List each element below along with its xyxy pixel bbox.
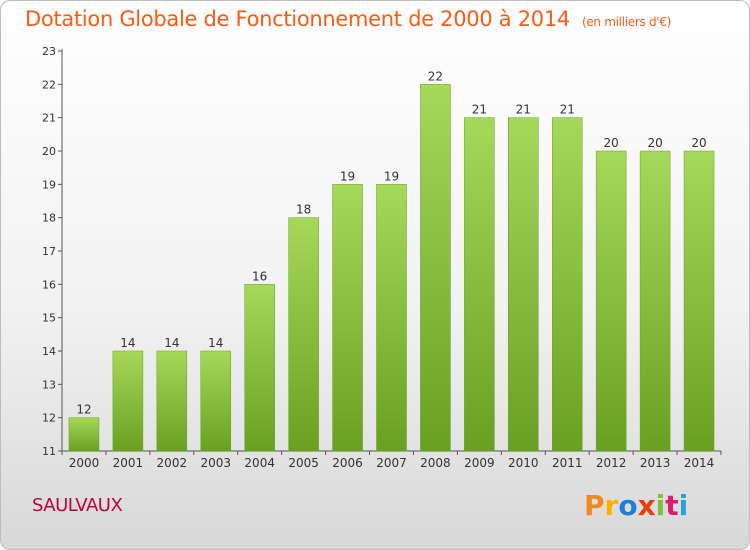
- x-tick-label: 2008: [420, 456, 451, 470]
- data-label-2000: 12: [76, 403, 91, 417]
- y-tick-label: 15: [42, 312, 56, 325]
- y-tick-label: 23: [42, 45, 56, 58]
- x-tick-label: 2007: [376, 456, 407, 470]
- logo-letter: t: [665, 489, 679, 522]
- commune-name: SAULVAUX: [32, 495, 123, 516]
- data-label-2003: 14: [208, 336, 223, 350]
- data-label-2007: 19: [384, 169, 399, 183]
- y-tick-label: 13: [42, 378, 56, 391]
- x-tick-label: 2003: [200, 456, 231, 470]
- bar-2001: [112, 350, 144, 452]
- bar-2006: [332, 184, 363, 452]
- data-label-2011: 21: [560, 103, 575, 117]
- bar-2014: [683, 150, 715, 452]
- y-tick-label: 16: [42, 278, 56, 291]
- x-tick-label: 2014: [684, 456, 715, 470]
- bar-2004: [244, 284, 275, 452]
- logo-letter: o: [618, 489, 638, 522]
- logo-letter: r: [604, 489, 619, 522]
- bar-2009: [464, 117, 495, 452]
- x-tick-label: 2012: [596, 456, 627, 470]
- y-tick-label: 19: [42, 178, 56, 191]
- bar-2003: [200, 350, 232, 452]
- y-tick-label: 18: [42, 212, 56, 225]
- chart-bars: [68, 84, 715, 452]
- data-label-2002: 14: [164, 336, 179, 350]
- data-label-2009: 21: [472, 103, 487, 117]
- proxiti-logo: Proxiti: [584, 489, 688, 522]
- bar-2005: [288, 217, 319, 452]
- data-label-2014: 20: [691, 136, 706, 150]
- bar-2000: [68, 417, 100, 452]
- x-tick-label: 2013: [640, 456, 671, 470]
- bar-2011: [551, 117, 583, 452]
- x-tick-label: 2000: [69, 456, 100, 470]
- logo-letter: i: [655, 489, 666, 522]
- bar-2010: [508, 117, 539, 452]
- y-tick-label: 22: [42, 78, 56, 91]
- y-tick-label: 21: [42, 112, 56, 125]
- data-label-2005: 18: [296, 203, 311, 217]
- logo-letter: P: [584, 489, 605, 522]
- data-label-2010: 21: [516, 103, 531, 117]
- x-tick-label: 2009: [464, 456, 495, 470]
- data-label-2006: 19: [340, 169, 355, 183]
- chart-labels: 2000 12 2001 14 2002 14 2003 14 2004 16 2005 18 2006…: [69, 69, 715, 470]
- x-tick-label: 2011: [552, 456, 583, 470]
- bar-2007: [376, 184, 407, 452]
- y-tick-label: 12: [42, 412, 56, 425]
- chart-title-text: Dotation Globale de Fonctionnement de 20…: [25, 7, 570, 31]
- chart-title: Dotation Globale de Fonctionnement de 20…: [25, 7, 671, 31]
- y-tick-label: 20: [42, 145, 56, 158]
- x-tick-label: 2006: [332, 456, 363, 470]
- bar-2002: [156, 350, 188, 452]
- bar-2008: [420, 84, 451, 452]
- x-tick-label: 2010: [508, 456, 539, 470]
- y-tick-label: 11: [42, 445, 56, 458]
- y-tick-label: 14: [42, 345, 56, 358]
- logo-letter: x: [637, 489, 656, 522]
- x-tick-label: 2001: [113, 456, 144, 470]
- chart-unit: (en milliers d'€): [581, 15, 671, 29]
- data-label-2001: 14: [120, 336, 135, 350]
- data-label-2004: 16: [252, 269, 267, 283]
- bar-2013: [639, 150, 671, 452]
- data-label-2012: 20: [604, 136, 619, 150]
- logo-letter: i: [678, 489, 689, 522]
- data-label-2013: 20: [647, 136, 662, 150]
- bar-2012: [595, 150, 627, 452]
- x-tick-label: 2004: [244, 456, 275, 470]
- x-tick-label: 2002: [157, 456, 188, 470]
- x-tick-label: 2005: [288, 456, 319, 470]
- y-tick-label: 17: [42, 245, 56, 258]
- chart-axes: 11 12 13 14 15 16 17 18 19 20 21 22 23: [42, 45, 722, 458]
- data-label-2008: 22: [428, 69, 443, 83]
